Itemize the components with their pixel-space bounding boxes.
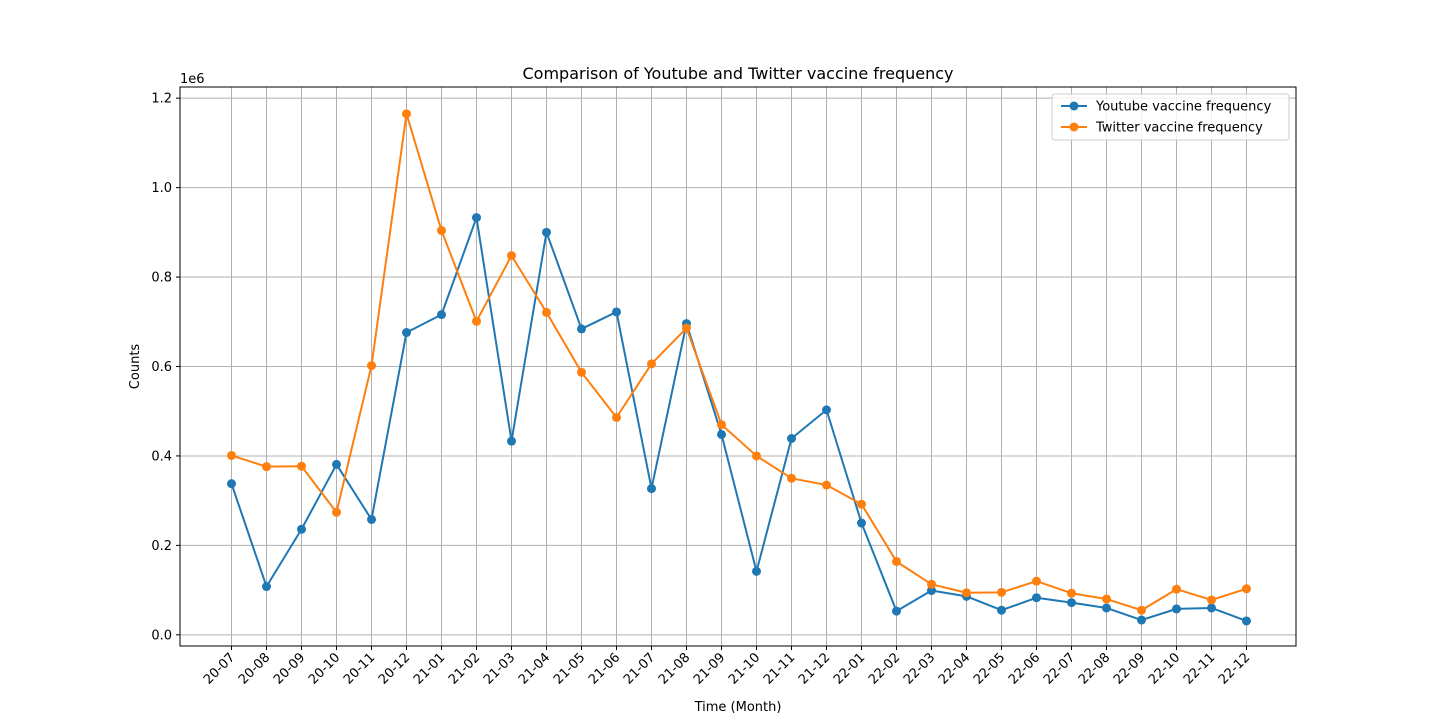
x-axis-label: Time (Month) [694, 700, 782, 715]
data-point [1032, 593, 1041, 603]
data-point [367, 361, 376, 371]
data-point [892, 556, 901, 566]
data-point [962, 588, 971, 598]
data-point [332, 459, 341, 469]
data-point [1172, 584, 1181, 594]
data-point [227, 479, 236, 489]
data-point [717, 429, 726, 439]
y-axis-offset-label: 1e6 [180, 72, 205, 87]
data-point [752, 566, 761, 576]
data-point [612, 307, 621, 317]
data-point [787, 473, 796, 483]
data-point [927, 579, 936, 589]
data-point [437, 310, 446, 320]
chart-title: Comparison of Youtube and Twitter vaccin… [523, 64, 954, 83]
data-point [822, 480, 831, 490]
series-layer [227, 109, 1251, 626]
data-point [262, 462, 271, 472]
data-point [892, 606, 901, 616]
legend-label: Twitter vaccine frequency [1095, 121, 1263, 136]
data-point [1242, 616, 1251, 626]
data-point [437, 226, 446, 236]
data-point [1102, 603, 1111, 613]
y-tick-label: 0.8 [151, 271, 172, 286]
data-point [402, 328, 411, 338]
series-line [230, 216, 1247, 622]
data-point [612, 412, 621, 422]
y-tick-label: 0.2 [151, 539, 172, 554]
legend-label: Youtube vaccine frequency [1095, 100, 1272, 115]
data-point [472, 316, 481, 326]
data-point [227, 450, 236, 460]
data-point [927, 586, 936, 596]
data-point [997, 605, 1006, 615]
y-tick-label: 1.2 [151, 92, 172, 107]
data-point [542, 227, 551, 237]
data-point [1067, 588, 1076, 598]
data-point [787, 433, 796, 443]
y-tick-label: 1.0 [151, 181, 172, 196]
legend-marker [1069, 101, 1079, 111]
data-point [682, 323, 691, 333]
data-point [1137, 605, 1146, 615]
data-point [332, 507, 341, 517]
data-point [1242, 584, 1251, 594]
data-point [507, 251, 516, 261]
legend-marker [1069, 122, 1079, 132]
data-point [367, 514, 376, 524]
data-point [647, 359, 656, 369]
data-point [857, 518, 866, 528]
data-point [647, 484, 656, 494]
data-point [542, 307, 551, 317]
legend-box [1051, 93, 1290, 141]
data-point [1137, 615, 1146, 625]
data-point [1207, 603, 1216, 613]
data-point [297, 524, 306, 534]
data-point [297, 461, 306, 471]
data-point [1172, 604, 1181, 614]
data-point [262, 582, 271, 592]
data-point [857, 499, 866, 509]
data-point [472, 213, 481, 223]
legend: Youtube vaccine frequency Twitter vaccine… [1051, 93, 1290, 141]
y-tick-label: 0.6 [151, 360, 172, 375]
data-point [577, 367, 586, 377]
data-point [1032, 576, 1041, 586]
y-tick-label: 0.4 [151, 449, 172, 464]
series-line [231, 112, 1247, 612]
data-point [752, 451, 761, 461]
grid [180, 87, 1296, 646]
data-point [822, 405, 831, 415]
data-point [507, 436, 516, 446]
data-point [577, 324, 586, 334]
data-point [997, 587, 1006, 597]
data-point [1067, 598, 1076, 608]
y-tick-label: 0.0 [151, 628, 172, 643]
data-point [1102, 594, 1111, 604]
data-point [402, 109, 411, 119]
data-point [717, 420, 726, 430]
data-point [1207, 595, 1216, 605]
y-axis-label: Counts [128, 344, 143, 390]
